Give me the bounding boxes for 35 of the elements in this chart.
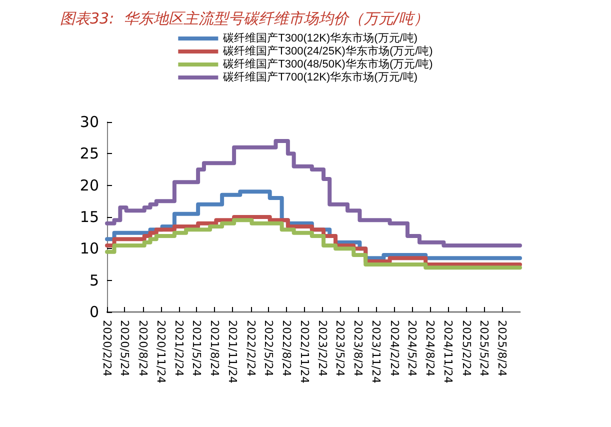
x-tick-label: 2022/11/24 <box>298 320 311 384</box>
legend-label: 碳纤维国产T300(24/25K)华东市场(万元/吨) <box>222 44 433 58</box>
legend-label: 碳纤维国产T700(12K)华东市场(万元/吨) <box>222 70 418 84</box>
x-tick-label: 2021/8/24 <box>208 320 222 376</box>
x-tick-label: 2023/2/24 <box>316 320 330 376</box>
x-tick-label: 2023/5/24 <box>334 320 347 376</box>
x-tick-label: 2021/2/24 <box>172 320 186 376</box>
x-tick-label: 2020/5/24 <box>118 320 132 376</box>
legend-label: 碳纤维国产T300(48/50K)华东市场(万元/吨) <box>222 58 433 70</box>
x-tick-label: 2020/11/24 <box>154 320 168 384</box>
x-tick-label: 2025/5/24 <box>477 320 490 376</box>
y-tick-label: 5 <box>89 271 99 290</box>
x-tick-label: 2023/11/24 <box>370 320 383 384</box>
y-tick-label: 20 <box>80 176 99 194</box>
x-tick-label: 2020/8/24 <box>136 320 150 376</box>
y-tick-label: 10 <box>80 240 99 258</box>
x-tick-label: 2025/8/24 <box>495 320 508 376</box>
x-tick-label: 2022/8/24 <box>280 320 293 376</box>
x-tick-label: 2021/11/24 <box>226 320 240 384</box>
y-tick-label: 15 <box>80 208 99 226</box>
x-tick-label: 2024/2/24 <box>388 320 401 376</box>
x-tick-label: 2022/5/24 <box>262 320 275 376</box>
x-tick-label: 2024/11/24 <box>442 320 455 384</box>
y-tick-label: 0 <box>89 303 99 321</box>
x-tick-label: 2024/8/24 <box>424 320 437 376</box>
y-tick-label: 25 <box>80 144 99 163</box>
x-tick-label: 2023/8/24 <box>352 320 365 376</box>
x-tick-label: 2022/2/24 <box>244 320 258 376</box>
legend-label: 碳纤维国产T300(12K)华东市场(万元/吨) <box>222 32 418 44</box>
x-tick-label: 2025/2/24 <box>460 320 473 376</box>
x-tick-label: 2020/2/24 <box>100 320 114 376</box>
x-tick-label: 2024/5/24 <box>406 320 419 376</box>
chart-title: 图表33: 华东地区主流型号碳纤维市场均价（万元/吨） <box>60 10 429 28</box>
x-tick-label: 2021/5/24 <box>190 320 203 376</box>
y-tick-label: 30 <box>80 113 99 131</box>
